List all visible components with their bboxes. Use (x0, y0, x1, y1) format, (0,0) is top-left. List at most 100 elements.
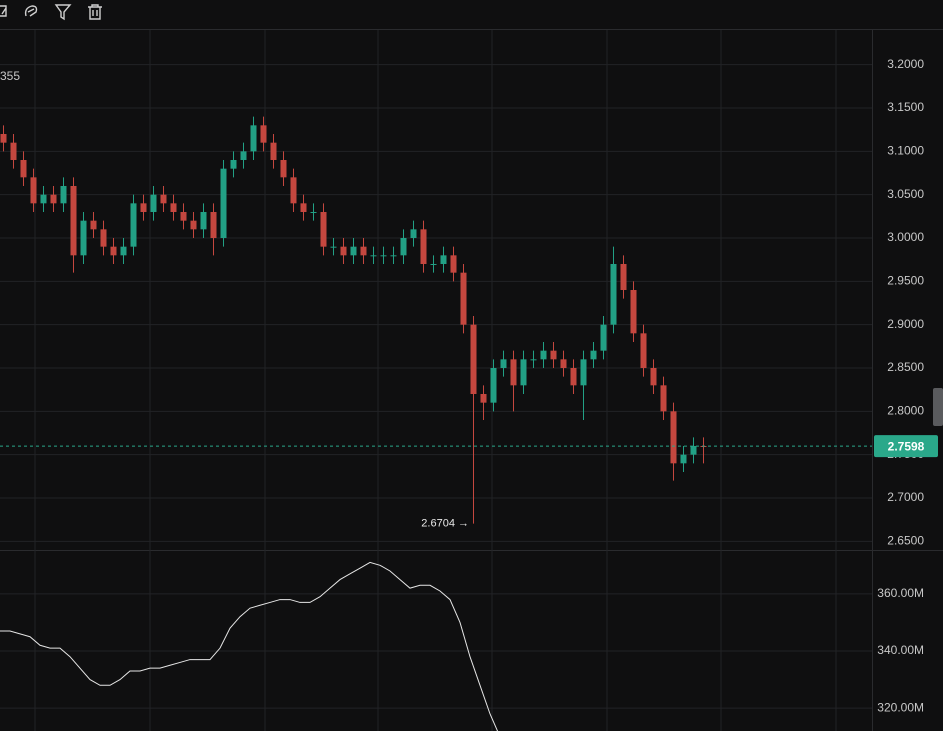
y-tick-label: 2.8000 (887, 404, 924, 418)
candle-body (310, 212, 317, 213)
trash-icon[interactable] (88, 4, 102, 20)
candle-body (400, 238, 407, 256)
candle-body (550, 350, 557, 360)
last-price-label: 2.7598 (888, 439, 925, 453)
last-price-box (874, 435, 938, 458)
candle-body (70, 186, 77, 256)
candle-body (350, 246, 357, 256)
candle-body (270, 142, 277, 160)
candle-body (430, 264, 437, 265)
candle-body (470, 324, 477, 394)
scale-handle[interactable] (933, 388, 943, 426)
candle-body (610, 264, 617, 325)
candle-body (100, 229, 107, 247)
toolbar (0, 4, 102, 21)
y-tick-label: 3.0500 (887, 187, 924, 201)
y-tick-label: 3.0000 (887, 230, 924, 244)
candle-body (530, 359, 537, 361)
legend-fragment: 355 (0, 69, 20, 83)
candle-body (90, 220, 97, 230)
candle-body (130, 203, 137, 247)
candle-body (20, 160, 27, 178)
candle-body (390, 255, 397, 257)
candle-body (230, 160, 237, 169)
candle-body (160, 194, 167, 204)
candle-body (140, 203, 147, 212)
candle-body (640, 333, 647, 368)
candle-body (410, 229, 417, 238)
indicator-line (0, 561, 499, 731)
candle-body (450, 255, 457, 273)
candle-body (340, 246, 347, 256)
candle-body (570, 368, 577, 386)
candle-body (520, 359, 527, 386)
filter-icon[interactable] (54, 4, 72, 21)
candle-body (290, 177, 297, 204)
candle-body (260, 125, 267, 143)
y-tick-label: 320.00M (877, 700, 924, 714)
candle-body (170, 203, 177, 212)
plot-area (0, 561, 499, 731)
candle-body (660, 385, 667, 412)
measure-icon[interactable] (0, 5, 7, 17)
candle-body (240, 151, 247, 160)
candle-body (110, 246, 117, 256)
candle-body (490, 368, 497, 403)
candle-body (420, 229, 427, 264)
candle-body (480, 394, 487, 403)
candle-body (210, 212, 217, 238)
candle-body (280, 160, 287, 178)
candle-body (370, 255, 377, 257)
candle-body (50, 194, 57, 204)
candle-body (460, 272, 467, 325)
candle-body (330, 246, 337, 248)
candle-body (150, 194, 157, 212)
candle-body (680, 454, 687, 464)
candle-body (540, 350, 547, 360)
y-tick-label: 3.1000 (887, 144, 924, 158)
y-tick-label: 3.2000 (887, 57, 924, 71)
candle-body (620, 264, 627, 290)
candle-body (120, 246, 127, 256)
candle-body (40, 194, 47, 204)
vertical-grid (34, 30, 837, 731)
y-tick-label: 360.00M (877, 586, 924, 600)
candle-body (30, 177, 37, 204)
candle-body (180, 212, 187, 221)
candle-body (690, 446, 697, 455)
candle-body (0, 134, 7, 143)
y-tick-label: 340.00M (877, 643, 924, 657)
plot-area: 2.6704 → (0, 116, 707, 530)
candle-body (250, 125, 257, 152)
candle-body (510, 359, 517, 386)
y-tick-label: 3.1500 (887, 100, 924, 114)
candle-body (630, 290, 637, 334)
magnet-icon[interactable] (24, 5, 38, 17)
candle-body (220, 168, 227, 238)
y-tick-label: 2.9500 (887, 274, 924, 288)
candle-body (560, 359, 567, 368)
candle-body (300, 203, 307, 212)
y-tick-label: 2.6500 (887, 534, 924, 548)
candle-body (360, 246, 367, 256)
candle-body (320, 212, 327, 247)
y-tick-label: 2.9000 (887, 317, 924, 331)
candle-body (200, 212, 207, 230)
candle-body (590, 350, 597, 360)
candle-body (60, 186, 67, 204)
candle-body (80, 220, 87, 256)
y-tick-label: 2.7000 (887, 490, 924, 504)
y-tick-label: 2.8500 (887, 360, 924, 374)
candle-body (600, 324, 607, 351)
candle-body (10, 142, 17, 160)
candle-body (670, 411, 677, 464)
candle-body (580, 359, 587, 386)
low-annotation: 2.6704 → (421, 518, 469, 530)
candle-body (440, 255, 447, 264)
candle-body (500, 359, 507, 368)
candle-body (650, 368, 657, 386)
candle-body (190, 220, 197, 230)
candle-body (380, 255, 387, 257)
